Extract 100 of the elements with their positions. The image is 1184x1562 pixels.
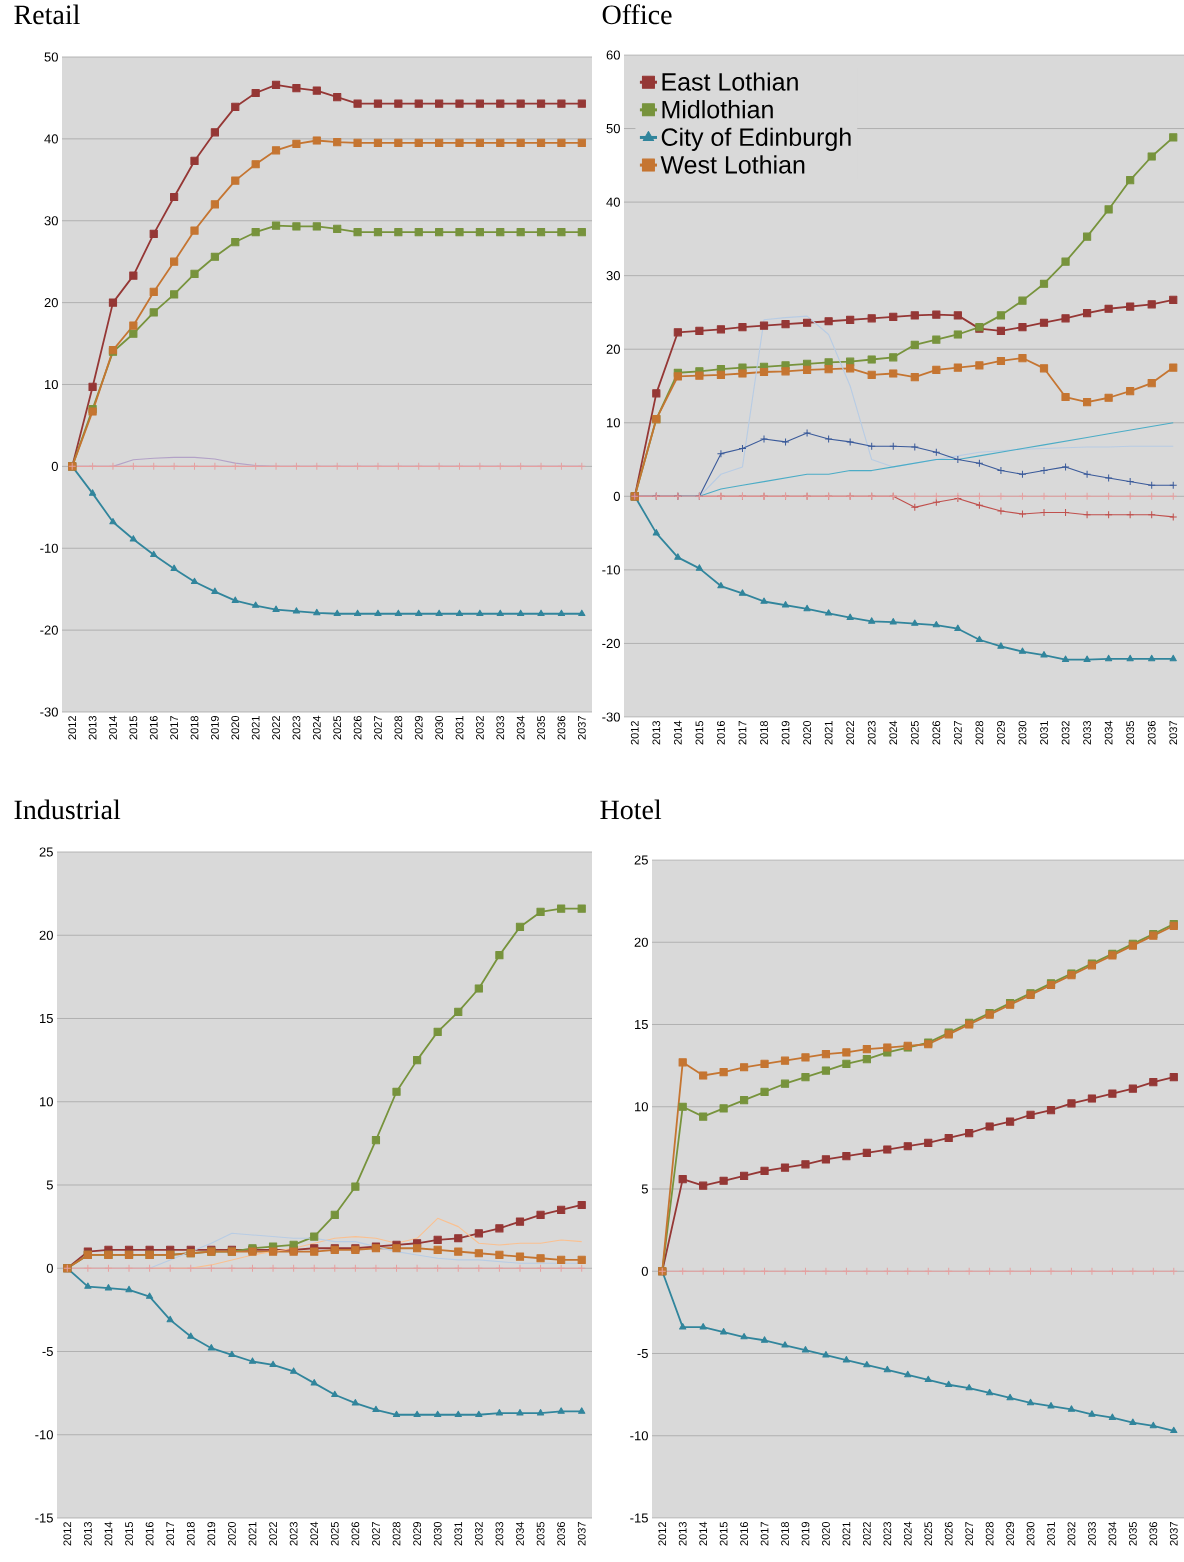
- x-tick-label: 2013: [678, 1522, 687, 1546]
- x-tick-label: 2026: [932, 721, 941, 745]
- x-tick-label: 2014: [699, 1521, 707, 1546]
- y-tick-label: 0: [46, 1263, 53, 1273]
- x-tick-label: 2019: [801, 1522, 810, 1546]
- y-tick-label: 40: [606, 197, 620, 207]
- x-tick-label: 2034: [516, 715, 525, 740]
- legend-label: Midlothian: [662, 100, 773, 119]
- x-tick-label: 2015: [719, 1522, 728, 1546]
- x-tick-label: 2036: [557, 716, 566, 740]
- y-tick-label: -10: [35, 1430, 53, 1440]
- x-tick-label: 2014: [673, 720, 682, 745]
- x-tick-label: 2025: [330, 1522, 339, 1546]
- x-tick-label: 2035: [536, 1522, 545, 1546]
- y-tick-label: 0: [641, 1266, 648, 1276]
- x-tick-label: 2033: [495, 1522, 504, 1546]
- y-tick-label: 30: [606, 271, 620, 281]
- x-tick-label: 2014: [104, 1521, 113, 1546]
- x-tick-label: 2026: [351, 1522, 360, 1546]
- y-tick-label: -10: [630, 1431, 648, 1441]
- x-tick-label: 2028: [394, 716, 403, 740]
- x-tick-label: 2021: [248, 1522, 257, 1546]
- x-tick-label: 2019: [207, 1522, 216, 1546]
- y-tick-label: 20: [39, 930, 53, 940]
- y-tick-label: 50: [606, 123, 620, 134]
- x-tick-label: 2013: [652, 721, 661, 745]
- x-tick-label: 2032: [474, 1522, 483, 1546]
- y-tick-label: -15: [35, 1513, 53, 1523]
- x-tick-label: 2030: [433, 1521, 442, 1546]
- x-tick-label: 2027: [373, 716, 382, 740]
- x-tick-label: 2016: [149, 716, 158, 740]
- x-tick-label: 2036: [557, 1522, 565, 1546]
- x-tick-label: 2020: [821, 1521, 830, 1546]
- x-tick-label: 2026: [353, 716, 362, 740]
- x-tick-label: 2035: [536, 716, 545, 740]
- x-tick-label: 2031: [1039, 721, 1048, 745]
- x-tick-label: 2012: [658, 1522, 666, 1546]
- x-tick-label: 2023: [867, 721, 876, 745]
- legend-label: West Lothian: [660, 155, 805, 174]
- y-tick-label: 15: [634, 1019, 648, 1030]
- chart-title: Retail: [14, 4, 80, 25]
- x-tick-label: 2031: [1046, 1522, 1055, 1546]
- y-tick-label: 10: [39, 1097, 53, 1107]
- x-tick-label: 2024: [903, 1521, 912, 1546]
- x-tick-label: 2032: [1061, 721, 1070, 745]
- x-tick-label: 2018: [780, 1522, 789, 1546]
- y-tick-label: 25: [39, 847, 53, 857]
- x-tick-label: 2027: [953, 721, 962, 745]
- x-tick-label: 2017: [738, 721, 747, 745]
- y-tick-label: -15: [630, 1513, 648, 1523]
- x-tick-label: 2031: [455, 716, 464, 740]
- x-tick-label: 2022: [271, 716, 280, 740]
- x-tick-label: 2021: [251, 716, 260, 740]
- x-tick-label: 2021: [842, 1522, 851, 1546]
- chart-title: Office: [602, 4, 672, 25]
- x-tick-label: 2036: [1147, 721, 1156, 745]
- y-tick-label: -10: [602, 565, 620, 575]
- x-tick-label: 2012: [68, 716, 76, 740]
- y-tick-label: 5: [641, 1184, 648, 1194]
- x-tick-label: 2016: [145, 1522, 154, 1546]
- x-tick-label: 2037: [577, 1522, 586, 1546]
- x-tick-label: 2018: [759, 721, 768, 745]
- x-tick-label: 2034: [515, 1521, 524, 1546]
- x-tick-label: 2026: [944, 1522, 953, 1546]
- x-tick-label: 2018: [186, 1522, 195, 1546]
- y-tick-label: 50: [44, 52, 58, 62]
- x-tick-label: 2034: [1104, 720, 1113, 745]
- x-tick-label: 2036: [1149, 1522, 1158, 1546]
- x-tick-label: 2028: [975, 721, 984, 745]
- y-tick-label: -30: [602, 712, 620, 722]
- x-tick-label: 2019: [781, 721, 790, 745]
- y-tick-label: 5: [46, 1180, 53, 1190]
- y-tick-label: -20: [602, 638, 620, 649]
- x-tick-label: 2012: [630, 721, 639, 745]
- x-tick-label: 2023: [289, 1522, 298, 1546]
- y-tick-label: 0: [613, 491, 620, 501]
- y-tick-label: -20: [40, 625, 58, 635]
- x-tick-label: 2017: [760, 1522, 769, 1546]
- x-tick-label: 2024: [889, 720, 897, 745]
- x-tick-label: 2032: [1067, 1522, 1076, 1546]
- x-tick-label: 2033: [1087, 1522, 1096, 1546]
- x-tick-label: 2020: [231, 715, 239, 740]
- y-tick-label: 15: [39, 1013, 53, 1024]
- chart-title: Hotel: [600, 799, 661, 820]
- x-tick-label: 2037: [1169, 721, 1177, 745]
- x-tick-label: 2016: [716, 721, 725, 745]
- x-tick-label: 2031: [454, 1522, 462, 1546]
- y-tick-label: 10: [44, 379, 58, 390]
- x-tick-label: 2033: [496, 716, 504, 740]
- y-tick-label: 40: [44, 134, 58, 144]
- x-tick-label: 2020: [227, 1521, 236, 1546]
- x-tick-label: 2022: [862, 1522, 871, 1546]
- x-tick-label: 2015: [129, 716, 138, 740]
- x-tick-label: 2029: [414, 716, 423, 740]
- x-tick-label: 2024: [310, 1521, 318, 1546]
- x-tick-label: 2023: [883, 1522, 892, 1546]
- x-tick-label: 2035: [1128, 1522, 1137, 1546]
- x-tick-label: 2035: [1126, 721, 1134, 745]
- legend-label: East Lothian: [662, 72, 798, 91]
- legend-label: City of Edinburgh: [661, 127, 851, 151]
